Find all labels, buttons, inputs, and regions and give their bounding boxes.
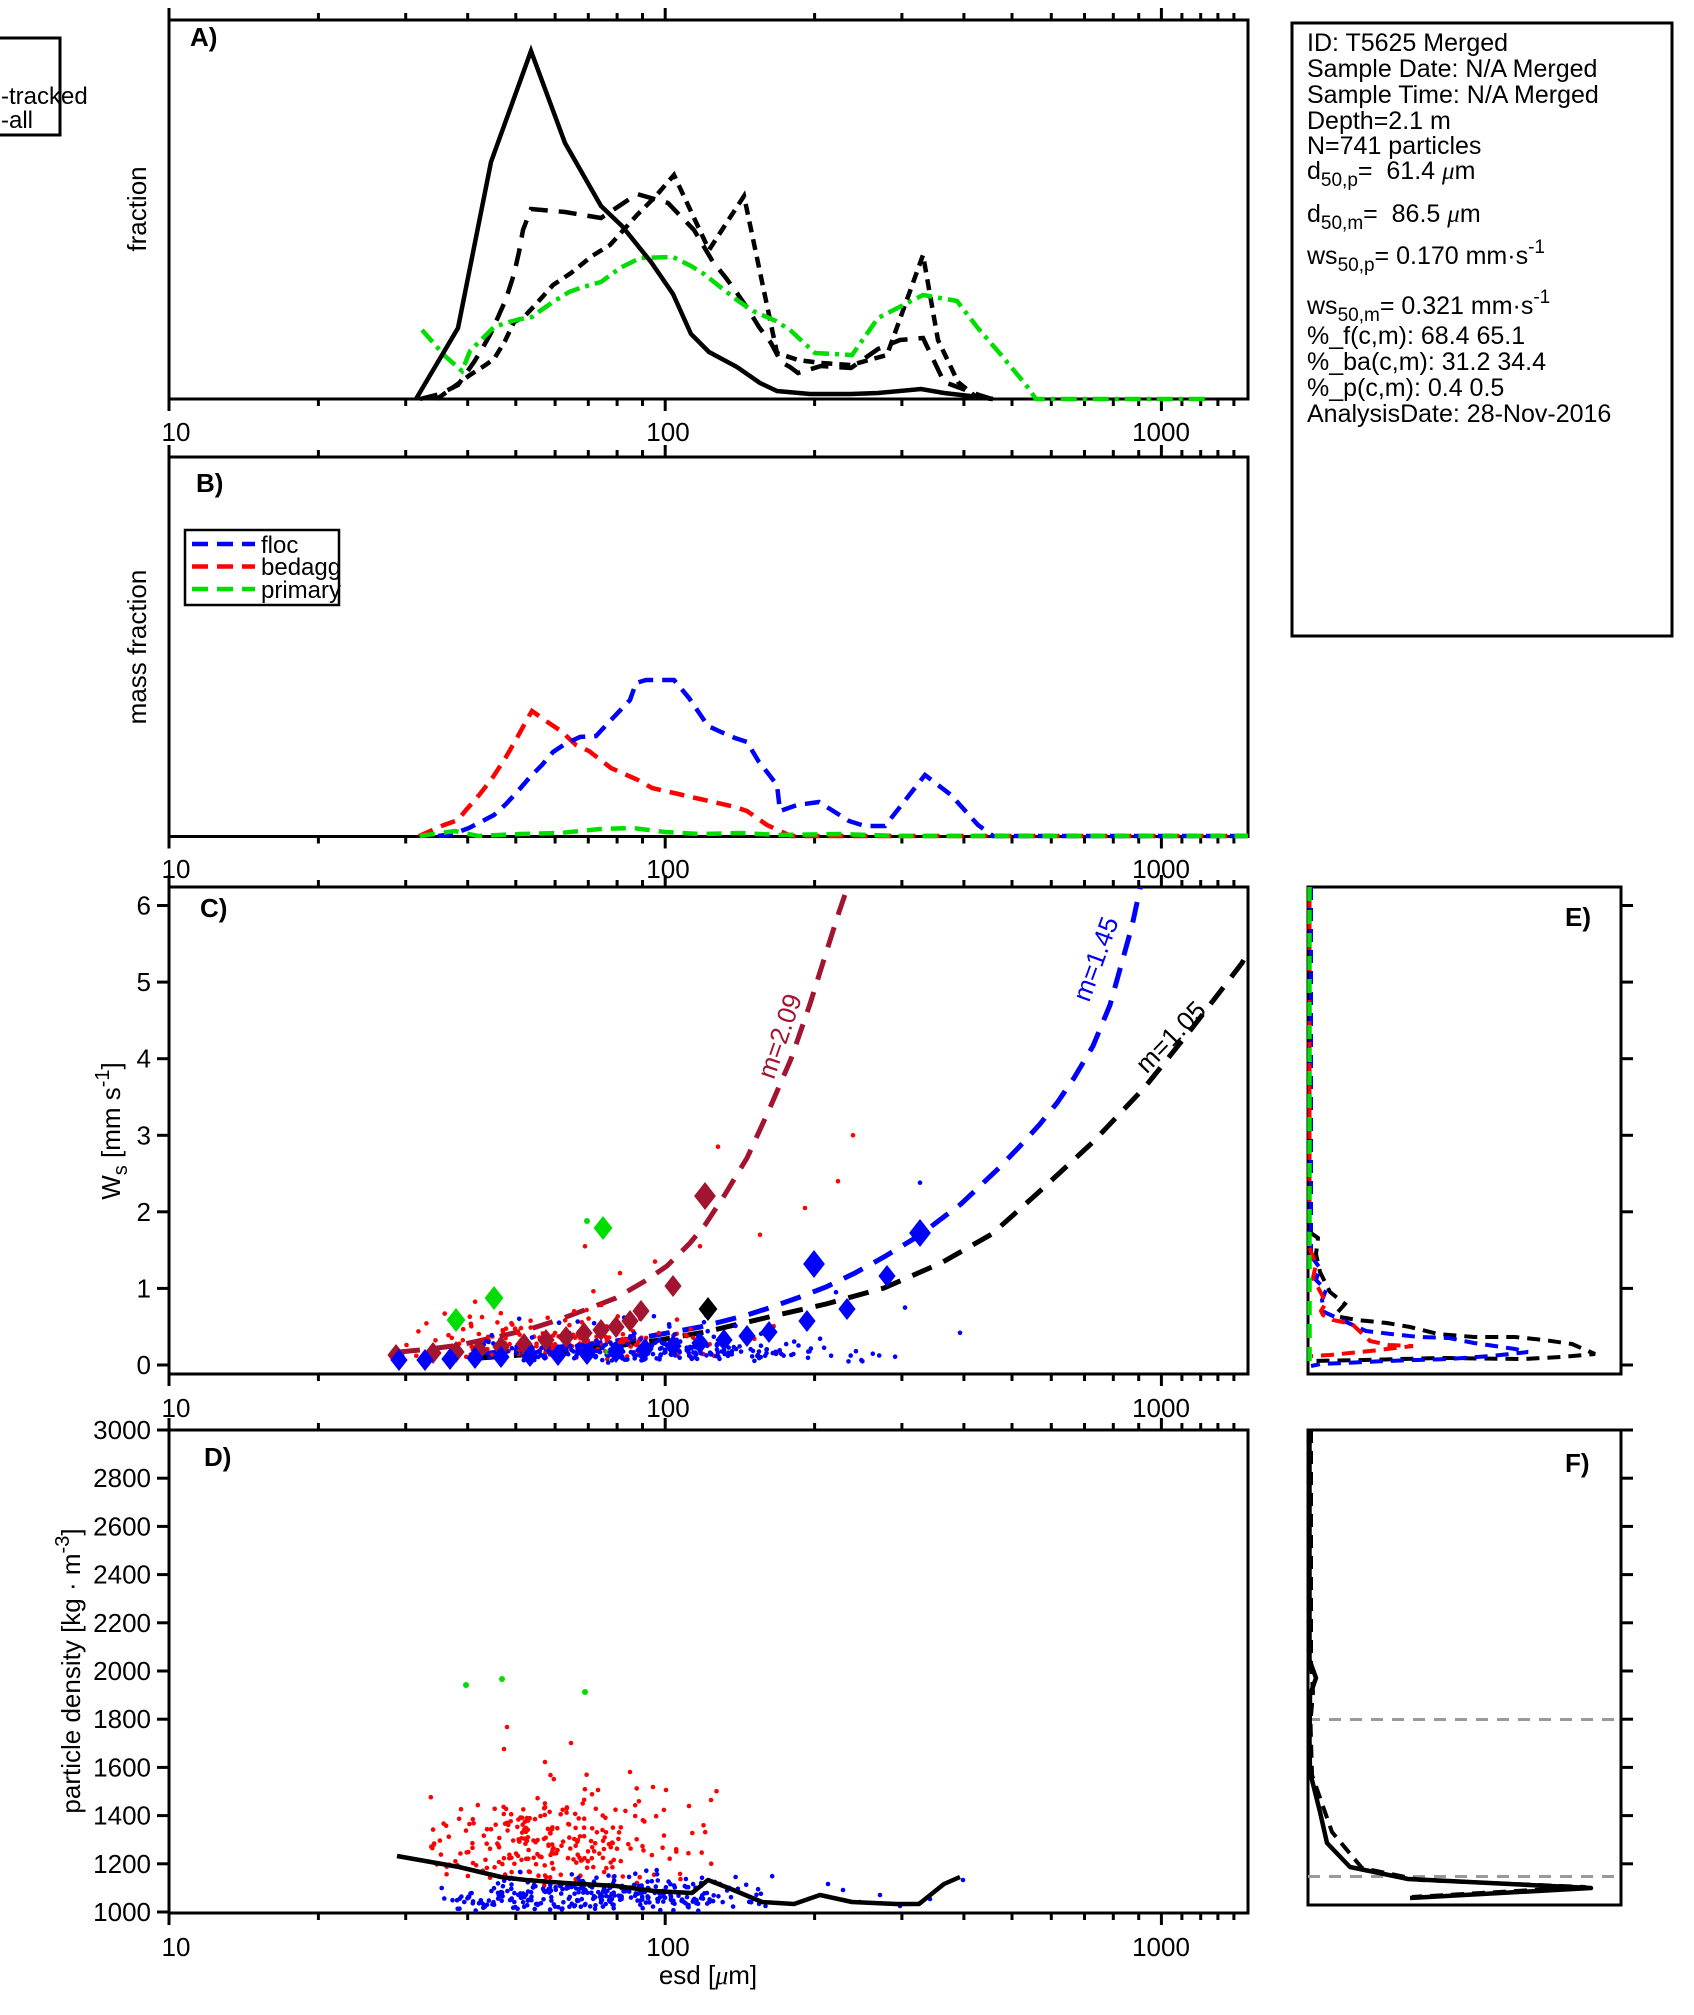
svg-text:10: 10 [162, 1932, 191, 1962]
svg-text:-tracked: -tracked [1, 83, 88, 110]
svg-text:4: 4 [137, 1044, 151, 1074]
svg-text:Sample Time: N/A Merged: Sample Time: N/A Merged [1307, 81, 1599, 109]
svg-text:1400: 1400 [93, 1801, 151, 1831]
svg-text:100: 100 [646, 1932, 689, 1962]
svg-text:D): D) [204, 1442, 231, 1472]
svg-text:Ws [mm s-1]: Ws [mm s-1] [92, 1062, 132, 1200]
svg-text:ID: T5625 Merged: ID: T5625 Merged [1307, 29, 1508, 57]
svg-text:fraction: fraction [122, 166, 152, 251]
svg-text:Sample Date: N/A Merged: Sample Date: N/A Merged [1307, 55, 1597, 83]
svg-text:2400: 2400 [93, 1560, 151, 1590]
svg-text:F): F) [1565, 1448, 1590, 1478]
svg-text:primary: primary [261, 577, 341, 604]
svg-text:1000: 1000 [1132, 854, 1190, 884]
svg-text:1200: 1200 [93, 1849, 151, 1879]
svg-text:m=1.05: m=1.05 [1129, 995, 1211, 1079]
svg-text:1000: 1000 [1132, 417, 1190, 447]
svg-text:0: 0 [137, 1350, 151, 1380]
svg-text:floc: floc [261, 532, 298, 559]
svg-text:3000: 3000 [93, 1415, 151, 1445]
svg-text:3: 3 [137, 1120, 151, 1150]
svg-text:5: 5 [137, 967, 151, 997]
svg-text:100: 100 [646, 854, 689, 884]
svg-text:10: 10 [162, 854, 191, 884]
svg-text:%_f(c,m): 68.4 65.1: %_f(c,m): 68.4 65.1 [1307, 322, 1525, 350]
svg-text:2600: 2600 [93, 1511, 151, 1541]
svg-text:particle density [kg · m-3]: particle density [kg · m-3] [52, 1528, 86, 1813]
svg-text:C): C) [200, 893, 227, 923]
svg-text:2000: 2000 [93, 1656, 151, 1686]
svg-text:100: 100 [646, 417, 689, 447]
svg-text:A): A) [190, 22, 217, 52]
svg-text:Depth=2.1 m: Depth=2.1 m [1307, 107, 1451, 135]
svg-text:-all: -all [1, 107, 33, 134]
svg-text:2800: 2800 [93, 1463, 151, 1493]
svg-text:AnalysisDate: 28-Nov-2016: AnalysisDate: 28-Nov-2016 [1307, 400, 1611, 428]
svg-text:2: 2 [137, 1197, 151, 1227]
svg-text:m=1.45: m=1.45 [1066, 913, 1124, 1005]
svg-text:E): E) [1565, 902, 1591, 932]
svg-text:6: 6 [137, 891, 151, 921]
svg-text:1000: 1000 [93, 1897, 151, 1927]
svg-text:%_p(c,m): 0.4 0.5: %_p(c,m): 0.4 0.5 [1307, 374, 1504, 402]
svg-text:1000: 1000 [1132, 1932, 1190, 1962]
svg-text:1600: 1600 [93, 1752, 151, 1782]
svg-text:mass fraction: mass fraction [122, 570, 152, 725]
svg-text:10: 10 [162, 1393, 191, 1423]
svg-text:1: 1 [137, 1273, 151, 1303]
svg-text:N=741 particles: N=741 particles [1307, 132, 1481, 160]
svg-text:esd [μm]: esd [μm] [659, 1960, 757, 1990]
svg-text:10: 10 [162, 417, 191, 447]
svg-text:bedagg: bedagg [261, 554, 341, 581]
svg-text:1000: 1000 [1132, 1393, 1190, 1423]
svg-text:B): B) [196, 468, 223, 498]
svg-text:100: 100 [646, 1393, 689, 1423]
svg-text:2200: 2200 [93, 1608, 151, 1638]
svg-text:%_ba(c,m): 31.2 34.4: %_ba(c,m): 31.2 34.4 [1307, 348, 1546, 376]
svg-text:1800: 1800 [93, 1704, 151, 1734]
